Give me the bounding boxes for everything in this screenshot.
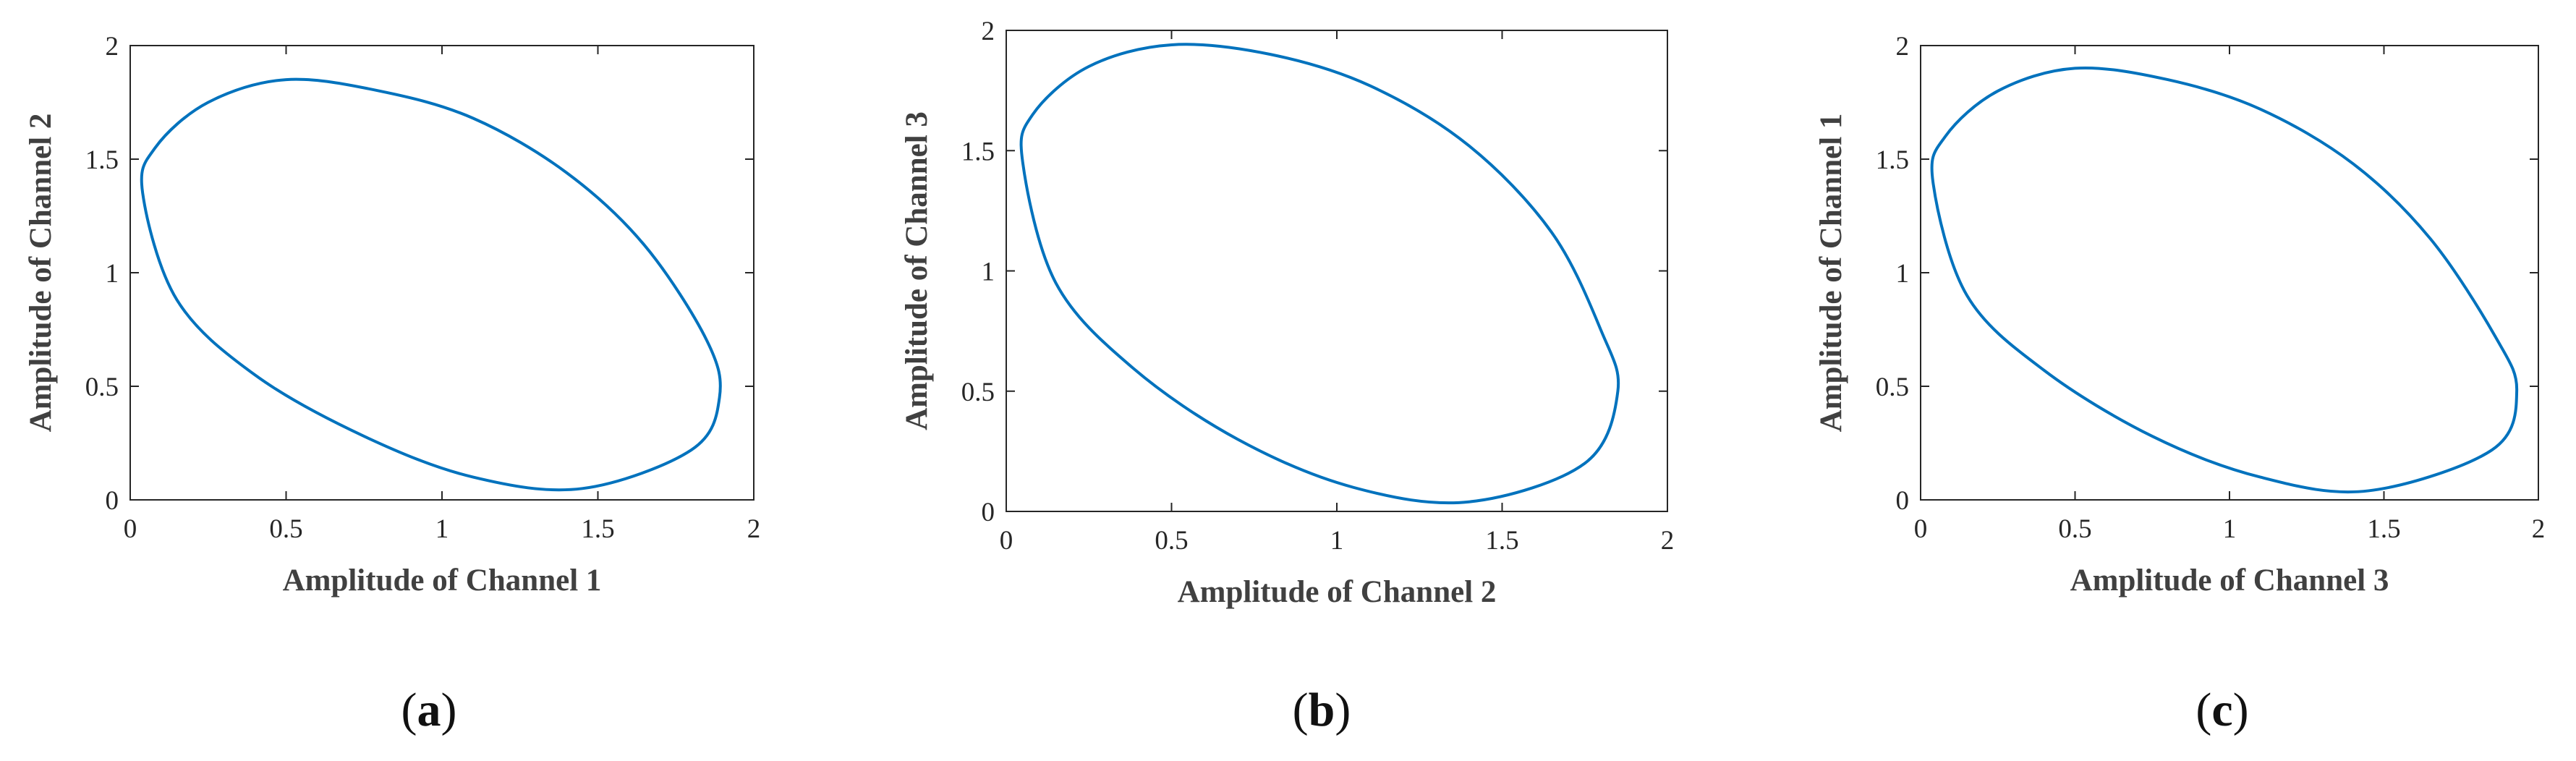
- x-tick-label-b-3: 1.5: [1485, 526, 1518, 556]
- plot-frame-c: [1920, 45, 2539, 501]
- y-tick-label-b-1: 0.5: [961, 378, 995, 407]
- x-tick-label-c-1: 0.5: [2058, 514, 2091, 544]
- y-tick-label-a-1: 0.5: [85, 373, 119, 402]
- plot-frame-a: [129, 45, 754, 501]
- y-tick-label-c-2: 1: [1896, 259, 1910, 289]
- data-curve-a-0: [140, 77, 722, 492]
- x-axis-label-c: Amplitude of Channel 3: [2070, 564, 2389, 598]
- panel-c: 0 0.5 1 1.5 2 0 0.5 1 1.5 2 Amplitude of Channel 3…: [1814, 32, 2545, 598]
- data-curve-c-0: [1930, 66, 2519, 494]
- x-tick-label-b-4: 2: [1661, 526, 1675, 556]
- x-tick-label-a-1: 0.5: [269, 514, 302, 544]
- x-tick-label-a-0: 0: [124, 514, 137, 544]
- y-tick-label-c-4: 2: [1896, 32, 1910, 61]
- y-tick-label-b-0: 0: [982, 498, 995, 527]
- y-tick-label-b-4: 2: [982, 17, 995, 46]
- caption-b-letter: b: [1309, 684, 1335, 736]
- y-tick-label-a-0: 0: [106, 486, 119, 516]
- y-tick-label-b-2: 1: [982, 258, 995, 287]
- caption-a: (a): [401, 684, 457, 736]
- x-tick-label-c-3: 1.5: [2367, 514, 2400, 544]
- x-tick-label-b-0: 0: [1000, 526, 1013, 556]
- y-axis-label-b: Amplitude of Channel 3: [900, 111, 934, 430]
- x-tick-label-b-2: 1: [1330, 526, 1344, 556]
- panel-a: 0 0.5 1 1.5 2 0 0.5 1 1.5 2 Amplitude of Channel 1…: [24, 32, 760, 598]
- y-tick-label-c-3: 1.5: [1876, 145, 1909, 175]
- y-tick-label-a-3: 1.5: [85, 145, 119, 175]
- y-tick-label-a-2: 1: [106, 259, 119, 289]
- x-tick-label-b-1: 0.5: [1155, 526, 1188, 556]
- x-tick-label-a-3: 1.5: [581, 514, 614, 544]
- x-tick-label-c-2: 1: [2223, 514, 2237, 544]
- x-tick-label-c-0: 0: [1914, 514, 1928, 544]
- y-tick-label-b-3: 1.5: [961, 137, 995, 166]
- data-curve-b-0: [1019, 43, 1620, 505]
- y-axis-label-c: Amplitude of Channel 1: [1814, 114, 1848, 433]
- caption-b: (b): [1293, 684, 1351, 736]
- y-axis-label-a: Amplitude of Channel 2: [24, 114, 58, 433]
- x-axis-label-a: Amplitude of Channel 1: [283, 564, 602, 598]
- panel-b: 0 0.5 1 1.5 2 0 0.5 1 1.5 2 Amplitude of Channel 2…: [900, 17, 1674, 609]
- caption-c: (c): [2195, 684, 2248, 736]
- x-axis-label-b: Amplitude of Channel 2: [1178, 575, 1497, 609]
- plot-frame-b: [1006, 30, 1668, 512]
- x-tick-label-a-2: 1: [435, 514, 449, 544]
- caption-a-letter: a: [417, 684, 441, 736]
- x-tick-label-a-4: 2: [747, 514, 761, 544]
- x-tick-label-c-4: 2: [2532, 514, 2546, 544]
- y-tick-label-c-1: 0.5: [1876, 373, 1909, 402]
- caption-c-letter: c: [2211, 684, 2232, 736]
- y-tick-label-a-4: 2: [106, 32, 119, 61]
- y-tick-label-c-0: 0: [1896, 486, 1910, 516]
